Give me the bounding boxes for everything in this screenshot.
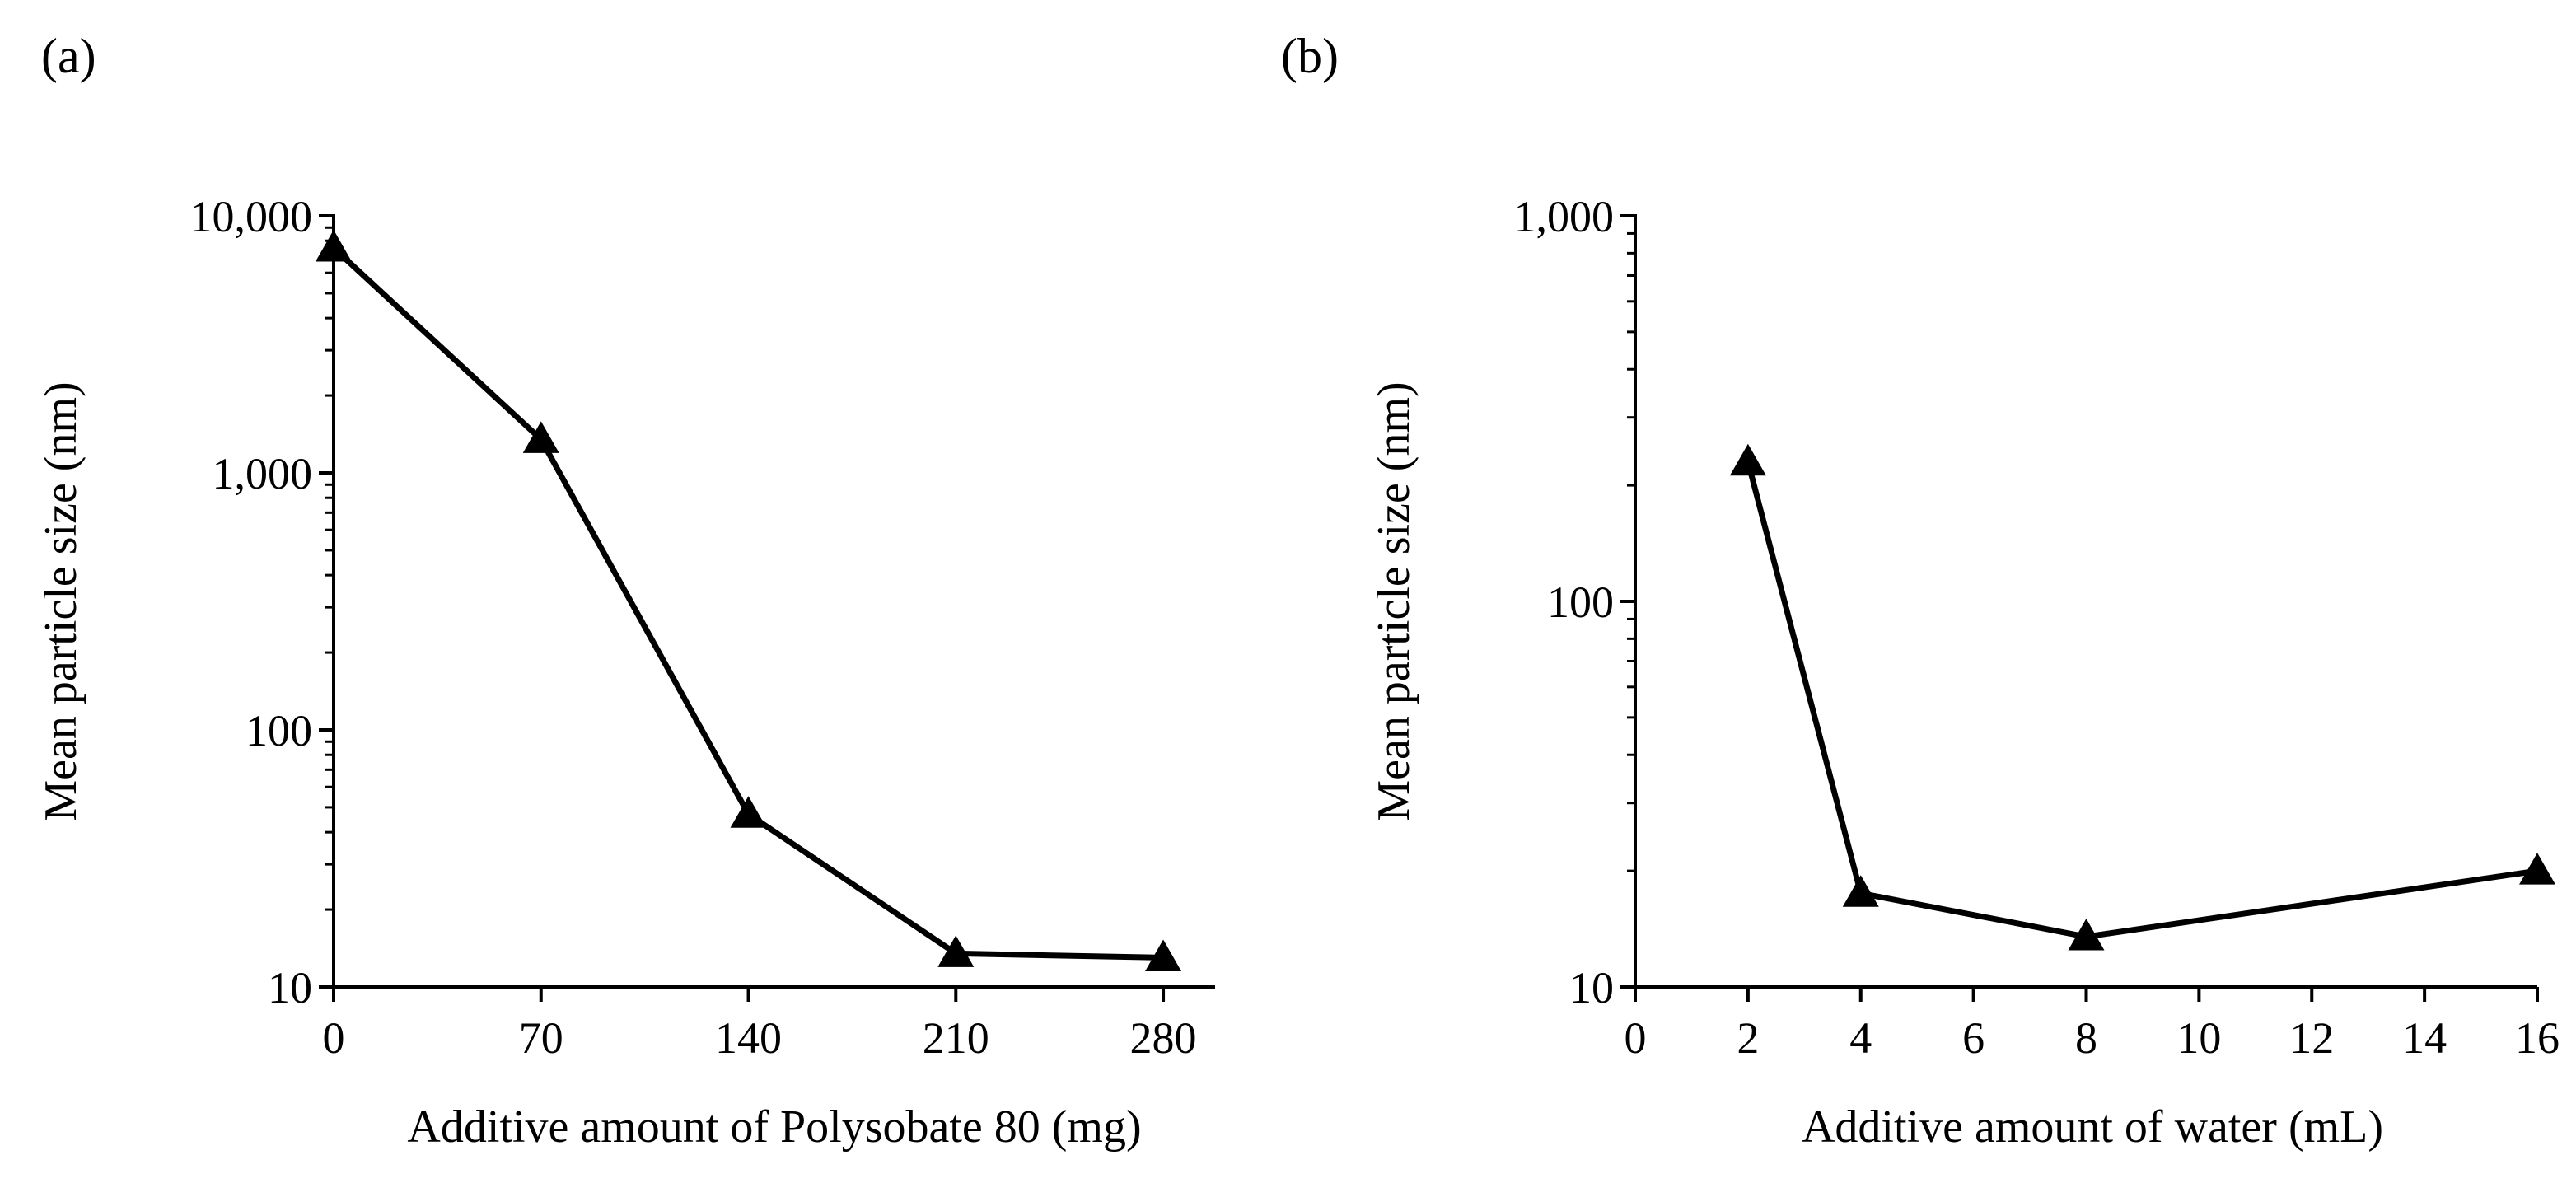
data-point-marker bbox=[316, 229, 352, 262]
x-tick-label: 14 bbox=[2402, 1013, 2447, 1063]
data-point-marker bbox=[1729, 443, 1766, 476]
series-line bbox=[1745, 461, 2538, 940]
x-tick-label: 70 bbox=[519, 1013, 563, 1063]
x-tick-label: 10 bbox=[2176, 1013, 2221, 1063]
chart-a: (a) 10 100 1,000 10,000 0 70 140 210 280 Additive… bbox=[35, 29, 1215, 1153]
x-tick-label: 6 bbox=[1962, 1013, 1985, 1063]
data-point-marker bbox=[2068, 919, 2105, 951]
data-point-marker bbox=[522, 421, 559, 453]
x-tick-label: 280 bbox=[1130, 1013, 1197, 1063]
data-point-marker bbox=[1842, 875, 1879, 907]
chart-b: (b) 10 100 1,000 0 2 4 6 8 10 12 14 16 Additive amou… bbox=[1281, 29, 2560, 1153]
x-axis-title: Additive amount of water (mL) bbox=[1802, 1101, 2383, 1153]
y-tick-label: 100 bbox=[245, 706, 312, 755]
x-tick-label: 12 bbox=[2289, 1013, 2334, 1063]
y-tick-label: 10 bbox=[1569, 963, 1614, 1012]
x-tick-label: 0 bbox=[1625, 1013, 1647, 1063]
series-line bbox=[331, 245, 1164, 961]
y-tick-label: 100 bbox=[1547, 577, 1614, 627]
y-tick-label: 10,000 bbox=[190, 192, 313, 241]
data-point-marker bbox=[1145, 939, 1182, 971]
y-tick-label: 1,000 bbox=[213, 449, 313, 498]
x-tick-label: 4 bbox=[1849, 1013, 1872, 1063]
x-tick-label: 0 bbox=[323, 1013, 345, 1063]
data-point-marker bbox=[730, 796, 767, 828]
data-point-marker bbox=[937, 935, 975, 967]
data-point-marker bbox=[2519, 853, 2555, 885]
y-tick-label: 10 bbox=[268, 963, 312, 1012]
panel-label-b: (b) bbox=[1281, 29, 1339, 83]
x-tick-label: 140 bbox=[715, 1013, 782, 1063]
y-tick-label: 1,000 bbox=[1514, 192, 1615, 241]
panel-label-a: (a) bbox=[41, 29, 96, 83]
x-tick-label: 16 bbox=[2515, 1013, 2560, 1063]
x-axis-title: Additive amount of Polysobate 80 (mg) bbox=[407, 1101, 1141, 1153]
x-tick-label: 8 bbox=[2075, 1013, 2097, 1063]
y-axis-title: Mean particle size (nm) bbox=[35, 381, 86, 821]
y-axis-title: Mean particle size (nm) bbox=[1368, 381, 1419, 821]
x-tick-label: 210 bbox=[923, 1013, 989, 1063]
x-tick-label: 2 bbox=[1737, 1013, 1759, 1063]
